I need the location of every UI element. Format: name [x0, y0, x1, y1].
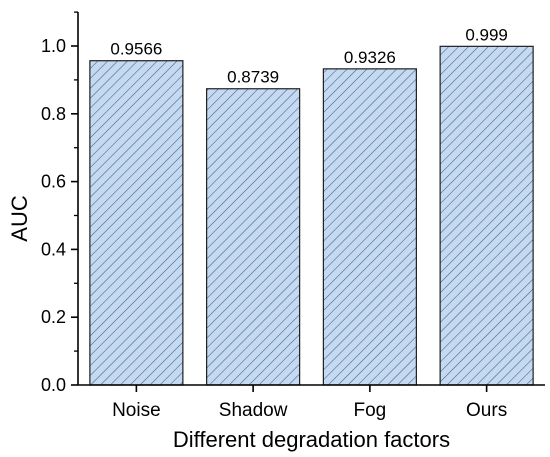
value-label-shadow: 0.8739 — [227, 68, 279, 87]
bar-noise — [89, 60, 184, 386]
y-axis-title: AUC — [7, 195, 32, 242]
bar-ours — [439, 45, 534, 386]
y-ticks-group: 0.0 0.2 0.4 0.6 0.8 1.0 — [41, 11, 78, 395]
value-label-fog: 0.9326 — [344, 48, 396, 67]
bars-group — [89, 45, 534, 386]
value-labels-group: 0.9566 0.8739 0.9326 0.999 — [110, 25, 508, 86]
value-label-ours: 0.999 — [465, 25, 508, 44]
x-tick-label-fog: Fog — [354, 400, 387, 421]
y-tick-label: 1.0 — [41, 36, 66, 56]
y-tick-label: 0.0 — [41, 375, 66, 395]
x-tick-label-noise: Noise — [112, 400, 161, 421]
bar-fog — [322, 68, 417, 386]
x-tick-label-shadow: Shadow — [219, 400, 288, 421]
y-tick-label: 0.4 — [41, 239, 66, 259]
x-ticks-group: Noise Shadow Fog Ours — [112, 385, 507, 421]
y-tick-label: 0.2 — [41, 307, 66, 327]
x-axis-title: Different degradation factors — [173, 427, 450, 452]
x-tick-label-ours: Ours — [466, 400, 507, 421]
bar-shadow — [206, 88, 301, 386]
y-tick-label: 0.6 — [41, 172, 66, 192]
value-label-noise: 0.9566 — [110, 40, 162, 59]
y-tick-label: 0.8 — [41, 104, 66, 124]
